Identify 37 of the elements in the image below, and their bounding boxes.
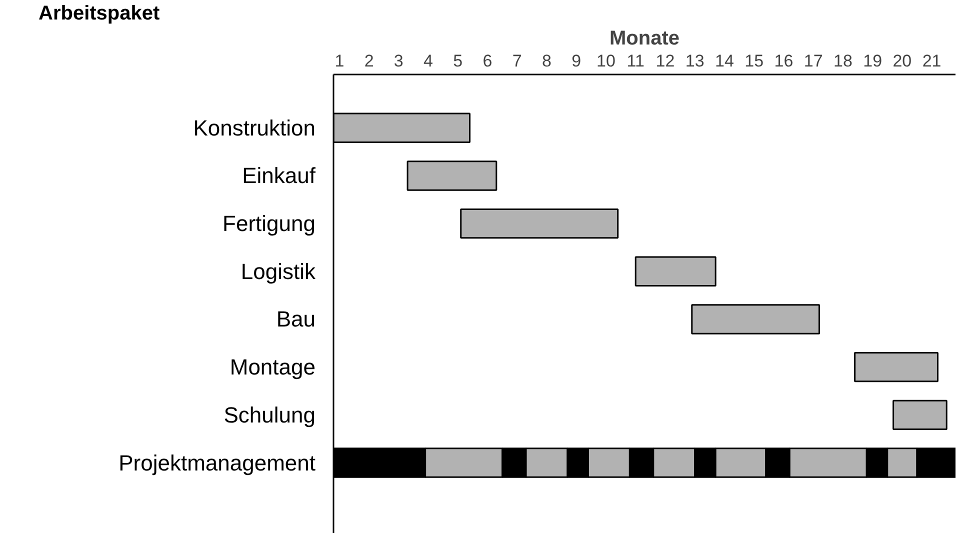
x-tick-label: 18 bbox=[833, 52, 852, 70]
x-tick-label: 12 bbox=[656, 52, 675, 70]
y-tick-label: Logistik bbox=[240, 258, 316, 284]
x-tick-label: 1 bbox=[334, 52, 344, 70]
x-tick-label: 8 bbox=[542, 52, 552, 70]
x-tick-label: 14 bbox=[715, 52, 734, 70]
bar bbox=[460, 208, 619, 239]
bar bbox=[854, 352, 938, 382]
y-tick-label: Einkauf bbox=[242, 163, 316, 188]
x-tick-label: 10 bbox=[596, 52, 616, 70]
y-tick-label: Bau bbox=[276, 306, 316, 332]
x-tick-label: 13 bbox=[685, 52, 704, 70]
x-tick-label: 2 bbox=[364, 52, 374, 70]
bar bbox=[691, 304, 820, 334]
x-tick-label: 17 bbox=[804, 52, 823, 70]
x-tick-label: 21 bbox=[922, 52, 942, 70]
y-tick-label: Projektmanagement bbox=[118, 450, 316, 476]
x-tick-label: 9 bbox=[572, 52, 582, 70]
x-tick-label: 3 bbox=[394, 52, 404, 70]
x-axis-title: Monate bbox=[610, 28, 680, 50]
y-axis-title: Arbeitspaket bbox=[38, 2, 160, 24]
x-tick-label: 6 bbox=[482, 52, 492, 70]
x-tick-label: 11 bbox=[626, 52, 644, 70]
x-tick-label: 15 bbox=[744, 52, 764, 70]
x-tick-label: 19 bbox=[863, 52, 882, 70]
y-tick-label: Konstruktion bbox=[193, 115, 316, 140]
y-tick-label: Montage bbox=[230, 354, 316, 380]
bar bbox=[892, 400, 948, 430]
y-tick-label: Schulung bbox=[224, 402, 316, 428]
x-tick-label: 4 bbox=[424, 52, 434, 70]
x-tick-label: 20 bbox=[892, 52, 912, 70]
x-tick-label: 7 bbox=[512, 52, 522, 70]
bar bbox=[406, 160, 498, 191]
y-tick-label: Fertigung bbox=[222, 211, 316, 236]
x-tick-label: 5 bbox=[453, 52, 463, 70]
bar bbox=[634, 256, 716, 286]
x-tick-label: 16 bbox=[774, 52, 794, 70]
